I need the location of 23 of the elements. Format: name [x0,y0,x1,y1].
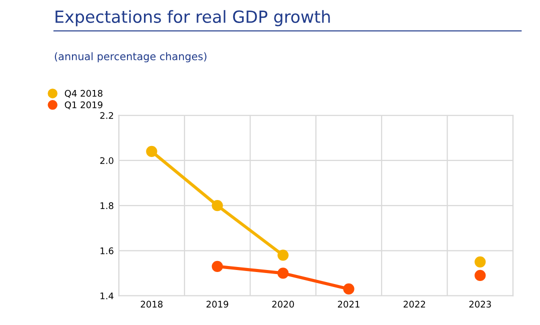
y-tick-label: 1.8 [100,202,114,210]
legend-label: Q4 2018 [64,90,102,98]
y-tick-label: 2.0 [100,157,114,164]
point [277,268,289,279]
chart-title: Expectations for real GDP growth [56,10,330,26]
x-tick-label: 2020 [272,300,294,308]
chart-subtitle: (annual percentage changes) [54,52,206,62]
y-tick-label: 2.2 [100,112,114,119]
y-tick-label: 1.4 [100,292,114,300]
point [277,250,289,261]
point [212,260,223,272]
point [474,256,486,268]
point [343,283,354,295]
x-tick-label: 2022 [404,300,426,308]
x-tick-label: 2018 [140,300,163,308]
x-tick-label: 2021 [338,300,360,308]
point [146,146,158,158]
legend-label: Q1 2019 [64,101,102,110]
point [212,200,223,212]
x-tick-label: 2023 [469,300,491,308]
x-tick-label: 2019 [206,300,228,308]
y-tick-label: 1.6 [100,247,114,254]
point [474,270,486,282]
